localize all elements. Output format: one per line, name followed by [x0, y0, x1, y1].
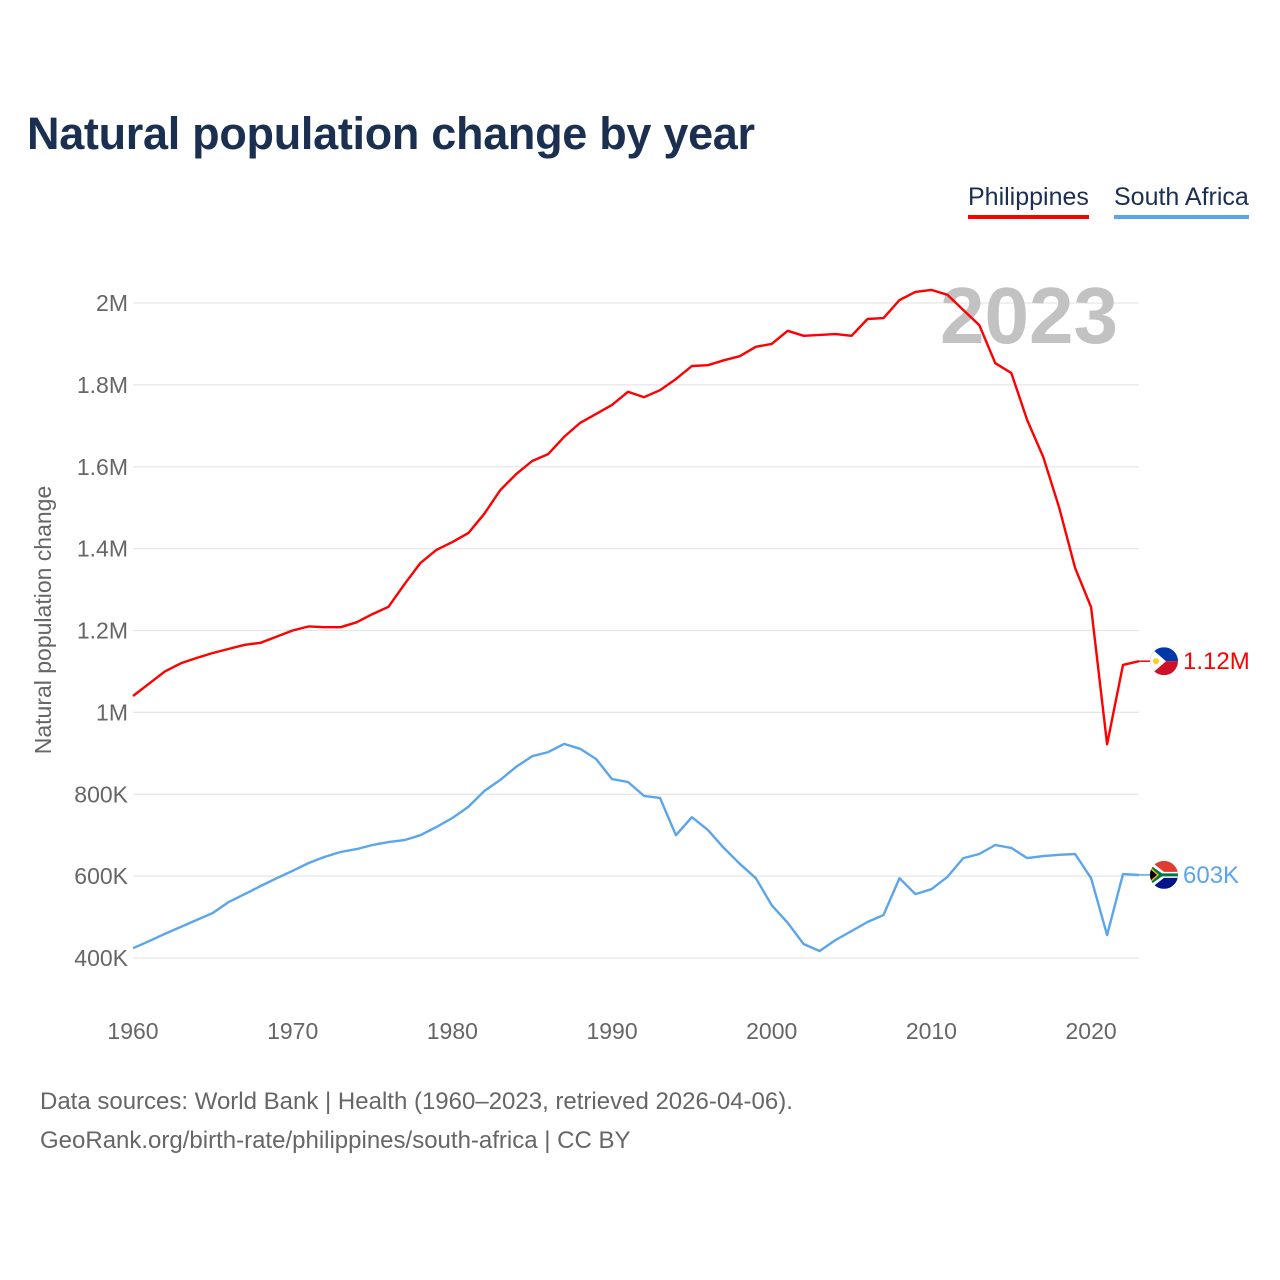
- philippines-flag-icon: [1150, 647, 1178, 676]
- x-tick-label: 2000: [746, 1018, 797, 1044]
- y-tick-label: 400K: [74, 945, 128, 971]
- x-tick-label: 1970: [267, 1018, 318, 1044]
- y-axis-label: Natural population change: [30, 486, 56, 755]
- y-tick-label: 2M: [96, 290, 128, 316]
- footer-sources: Data sources: World Bank | Health (1960–…: [40, 1088, 793, 1115]
- x-tick-label: 1980: [427, 1018, 478, 1044]
- x-tick-label: 2010: [906, 1018, 957, 1044]
- legend-item-philippines[interactable]: Philippines: [968, 183, 1089, 219]
- series-line-south-africa: [132, 742, 1140, 953]
- y-tick-label: 600K: [74, 863, 128, 889]
- y-tick-label: 1.8M: [77, 372, 128, 398]
- year-watermark: 2023: [940, 271, 1118, 360]
- footer-credit: GeoRank.org/birth-rate/philippines/south…: [40, 1127, 631, 1154]
- legend-item-south-africa[interactable]: South Africa: [1114, 183, 1249, 219]
- end-value-label: 1.12M: [1183, 648, 1250, 675]
- end-value-label: 603K: [1183, 862, 1239, 889]
- x-tick-label: 2020: [1066, 1018, 1117, 1044]
- y-tick-label: 1.2M: [77, 618, 128, 644]
- x-tick-label: 1960: [107, 1018, 158, 1044]
- south-africa-flag-icon: [1150, 860, 1178, 889]
- y-tick-label: 1.6M: [77, 454, 128, 480]
- y-tick-label: 1.4M: [77, 536, 128, 562]
- chart-title: Natural population change by year: [27, 108, 755, 159]
- series-line-philippines: [132, 288, 1140, 746]
- y-tick-label: 800K: [74, 781, 128, 807]
- x-tick-label: 1990: [586, 1018, 637, 1044]
- y-tick-label: 1M: [96, 699, 128, 725]
